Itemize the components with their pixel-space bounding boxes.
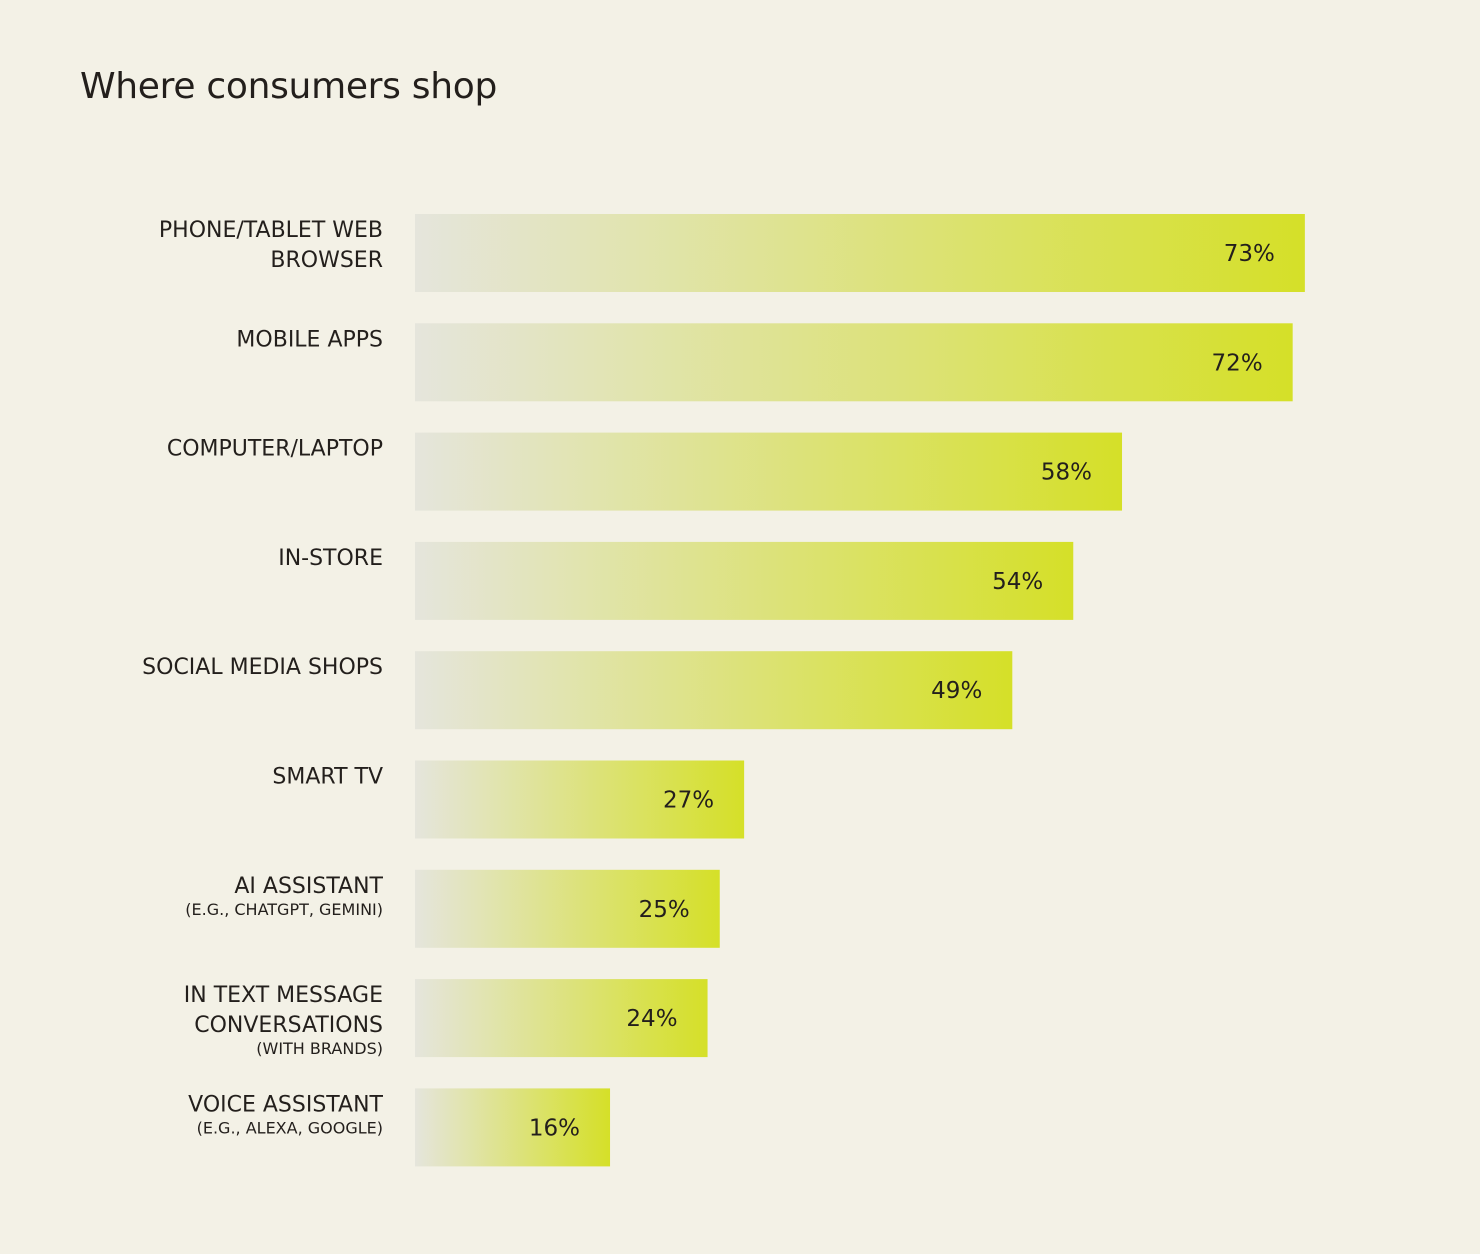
bar-7 [415, 979, 708, 1058]
value-label-5: 27% [663, 788, 714, 814]
category-label-7-1: CONVERSATIONS [194, 1013, 383, 1038]
category-label-8-0: VOICE ASSISTANT [188, 1092, 383, 1117]
bar-5 [415, 760, 745, 839]
category-sublabel-6: (E.G., CHATGPT, GEMINI) [185, 900, 383, 919]
value-label-0: 73% [1224, 241, 1275, 267]
category-label-0-1: BROWSER [270, 248, 383, 273]
bars-layer: 73% PHONE/TABLET WEB BROWSER 72% MOBILE APPS… [142, 214, 1305, 1167]
bar-2 [415, 432, 1123, 511]
category-label-0-0: PHONE/TABLET WEB [159, 218, 383, 243]
category-label-6-0: AI ASSISTANT [234, 874, 383, 899]
value-label-2: 58% [1041, 460, 1092, 486]
chart-title: Where consumers shop [80, 66, 498, 107]
value-label-7: 24% [626, 1006, 677, 1032]
value-label-3: 54% [992, 569, 1043, 595]
value-label-4: 49% [931, 678, 982, 704]
value-label-6: 25% [639, 897, 690, 923]
category-label-4-0: SOCIAL MEDIA SHOPS [142, 655, 383, 680]
category-label-2-0: COMPUTER/LAPTOP [167, 437, 383, 462]
category-label-1-0: MOBILE APPS [236, 327, 383, 352]
category-sublabel-8: (E.G., ALEXA, GOOGLE) [197, 1118, 383, 1137]
bar-3 [415, 541, 1074, 620]
bar-6 [415, 869, 720, 948]
category-label-3-0: IN-STORE [278, 546, 383, 571]
category-label-5-0: SMART TV [272, 765, 383, 790]
bar-1 [415, 323, 1293, 402]
category-label-7-0: IN TEXT MESSAGE [184, 983, 383, 1008]
category-sublabel-7: (WITH BRANDS) [256, 1039, 383, 1058]
bar-0 [415, 214, 1305, 292]
value-label-1: 72% [1212, 350, 1263, 376]
value-label-8: 16% [529, 1115, 580, 1141]
bar-8 [415, 1088, 611, 1167]
bar-4 [415, 651, 1013, 730]
